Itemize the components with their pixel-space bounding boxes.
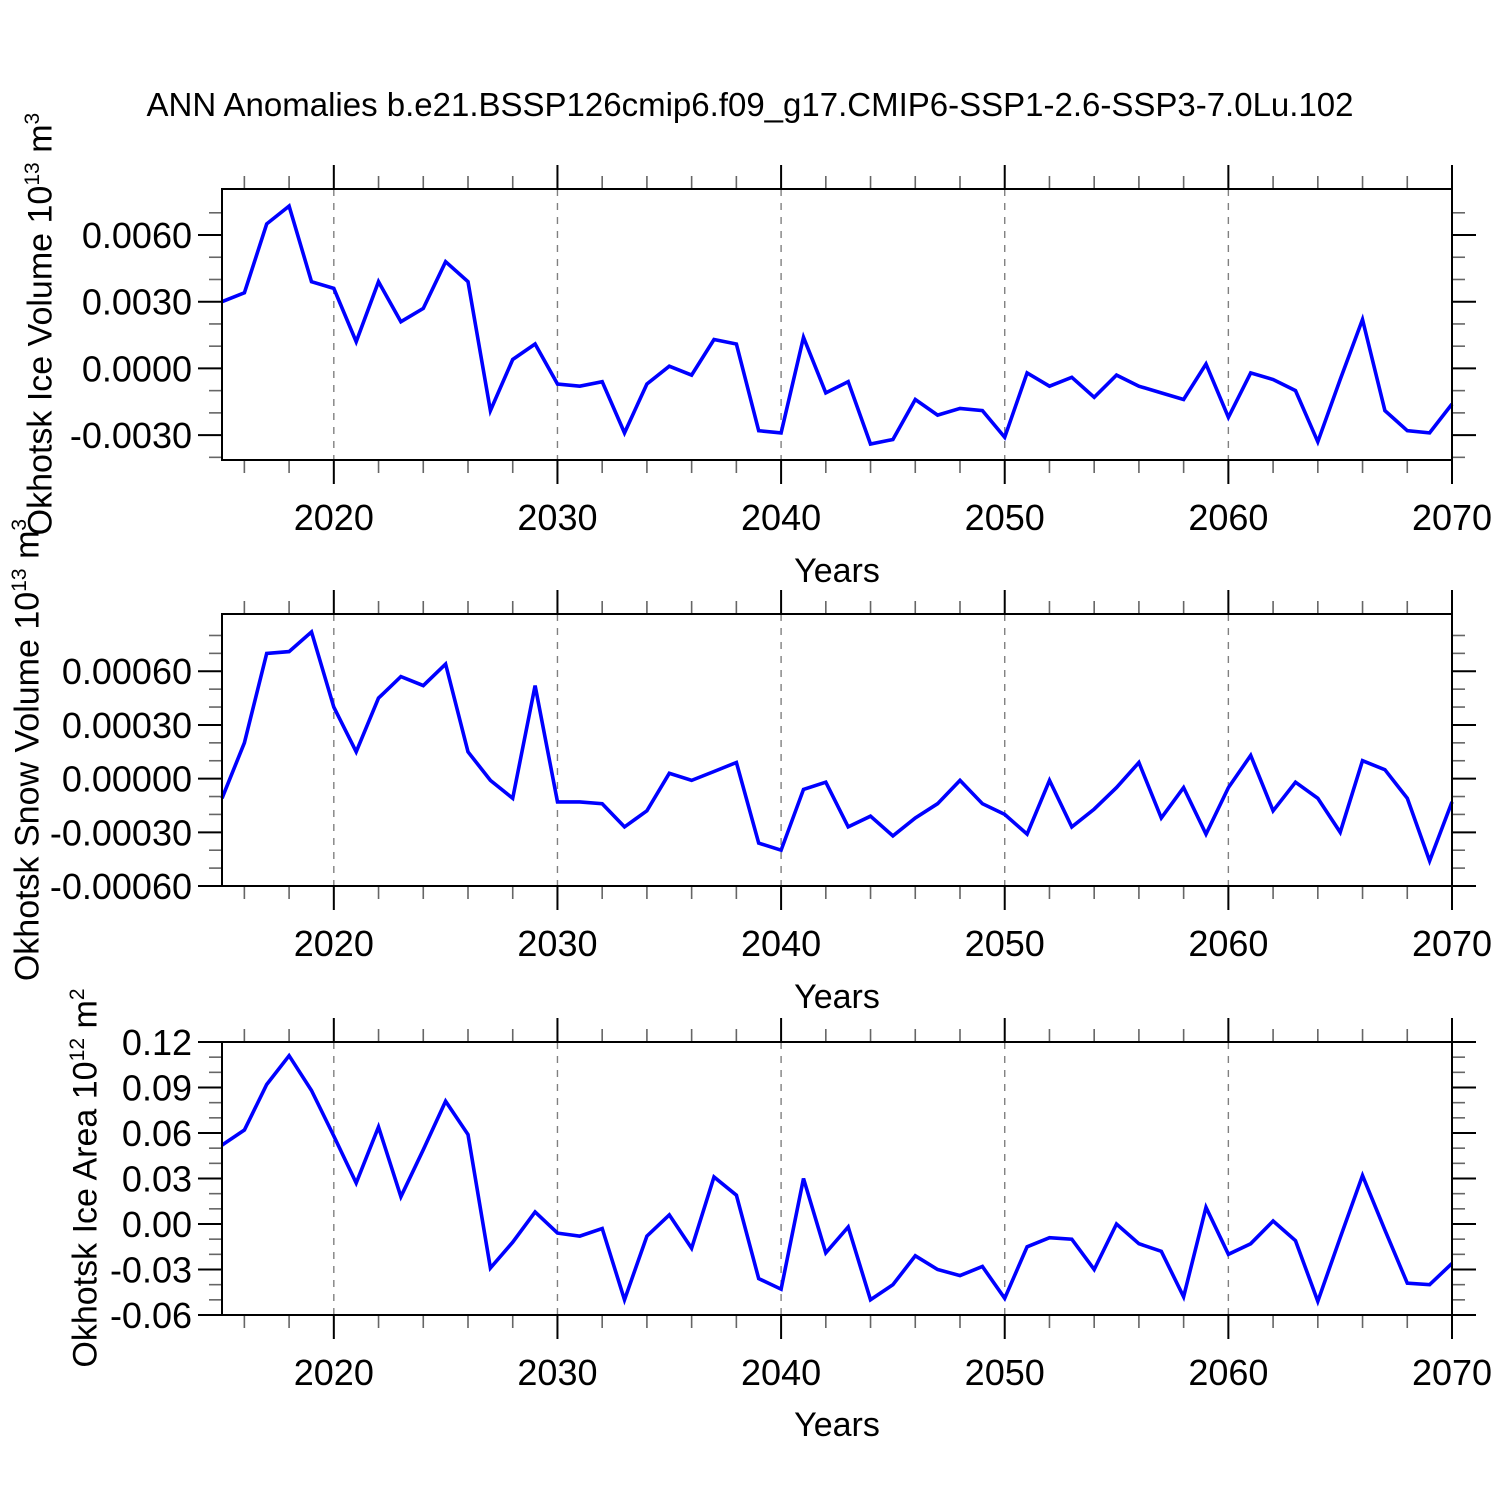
x-tick-label: 2050 [965, 1352, 1045, 1393]
y-tick-label: 0.00 [122, 1204, 192, 1245]
y-tick-label: 0.0030 [82, 282, 192, 323]
x-tick-label: 2050 [965, 923, 1045, 964]
x-axis-title: Years [794, 1406, 880, 1444]
exponent: 12 [66, 1037, 89, 1062]
x-tick-label: 2070 [1412, 497, 1492, 538]
y-axis-title-snow-volume: Okhotsk Snow Volume 1013 m3 [0, 430, 46, 1070]
y-tick-label: 0.0060 [82, 215, 192, 256]
y-tick-label: -0.00060 [50, 866, 192, 907]
unit-exponent: 3 [21, 112, 44, 125]
x-axis-title: Years [794, 552, 880, 590]
x-tick-label: 2030 [517, 497, 597, 538]
series-line-okhotsk-ice-area [220, 1052, 1454, 1307]
y-tick-label: 0.06 [122, 1113, 192, 1154]
exponent: 13 [21, 162, 44, 186]
x-tick-label: 2040 [741, 1352, 821, 1393]
unit: m [21, 124, 60, 163]
x-axis-title: Years [794, 978, 880, 1016]
unit-exponent: 2 [66, 988, 89, 1001]
y-tick-label: 0.0000 [82, 348, 192, 389]
y-tick-label: 0.03 [122, 1158, 192, 1199]
y-tick-label: 0.00060 [62, 651, 192, 692]
plot-box [221, 1041, 1453, 1316]
x-tick-label: 2060 [1188, 497, 1268, 538]
y-tick-label: 0.12 [122, 1022, 192, 1063]
y-axis-title-text: Okhotsk Ice Area 10 [66, 1061, 105, 1368]
x-tick-label: 2020 [294, 497, 374, 538]
x-tick-label: 2040 [741, 923, 821, 964]
y-tick-label: -0.03 [110, 1249, 192, 1290]
y-tick-label: -0.06 [110, 1295, 192, 1336]
y-tick-label: 0.00030 [62, 705, 192, 746]
exponent: 13 [8, 568, 31, 592]
unit: m [66, 1000, 105, 1038]
x-tick-label: 2070 [1412, 1352, 1492, 1393]
x-tick-label: 2070 [1412, 923, 1492, 964]
x-tick-label: 2050 [965, 497, 1045, 538]
unit: m [8, 530, 47, 569]
plot-box [221, 188, 1453, 461]
y-tick-label: 0.09 [122, 1067, 192, 1108]
y-tick-label: 0.00000 [62, 759, 192, 800]
unit-exponent: 3 [8, 518, 31, 531]
panel-okhotsk-snow-volume: 2020 2030 2040 2050 2060 2070 0.00060 0.00030 0.… [50, 590, 1492, 964]
x-tick-label: 2030 [517, 923, 597, 964]
plot-box [221, 613, 1453, 887]
x-tick-label: 2040 [741, 497, 821, 538]
y-tick-label: -0.00030 [50, 812, 192, 853]
x-tick-label: 2020 [294, 923, 374, 964]
figure-title: ANN Anomalies b.e21.BSSP126cmip6.f09_g17… [146, 86, 1354, 123]
y-axis-title-text: Okhotsk Snow Volume 10 [8, 591, 47, 982]
y-axis-title-ice-area: Okhotsk Ice Area 1012 m2 [56, 858, 104, 1498]
panel-okhotsk-ice-area: 2020 2030 2040 2050 2060 2070 0.120.09 0.060.03… [110, 1018, 1492, 1393]
panel-okhotsk-ice-volume: 2020 2030 2040 2050 2060 2070 0.0060 0.0030 0.00… [70, 165, 1492, 538]
series-line-okhotsk-ice-volume [221, 203, 1454, 447]
x-tick-label: 2030 [517, 1352, 597, 1393]
series-line-okhotsk-snow-volume [220, 628, 1454, 867]
x-tick-label: 2060 [1188, 923, 1268, 964]
y-tick-label: -0.0030 [70, 415, 192, 456]
x-tick-label: 2060 [1188, 1352, 1268, 1393]
x-tick-label: 2020 [294, 1352, 374, 1393]
